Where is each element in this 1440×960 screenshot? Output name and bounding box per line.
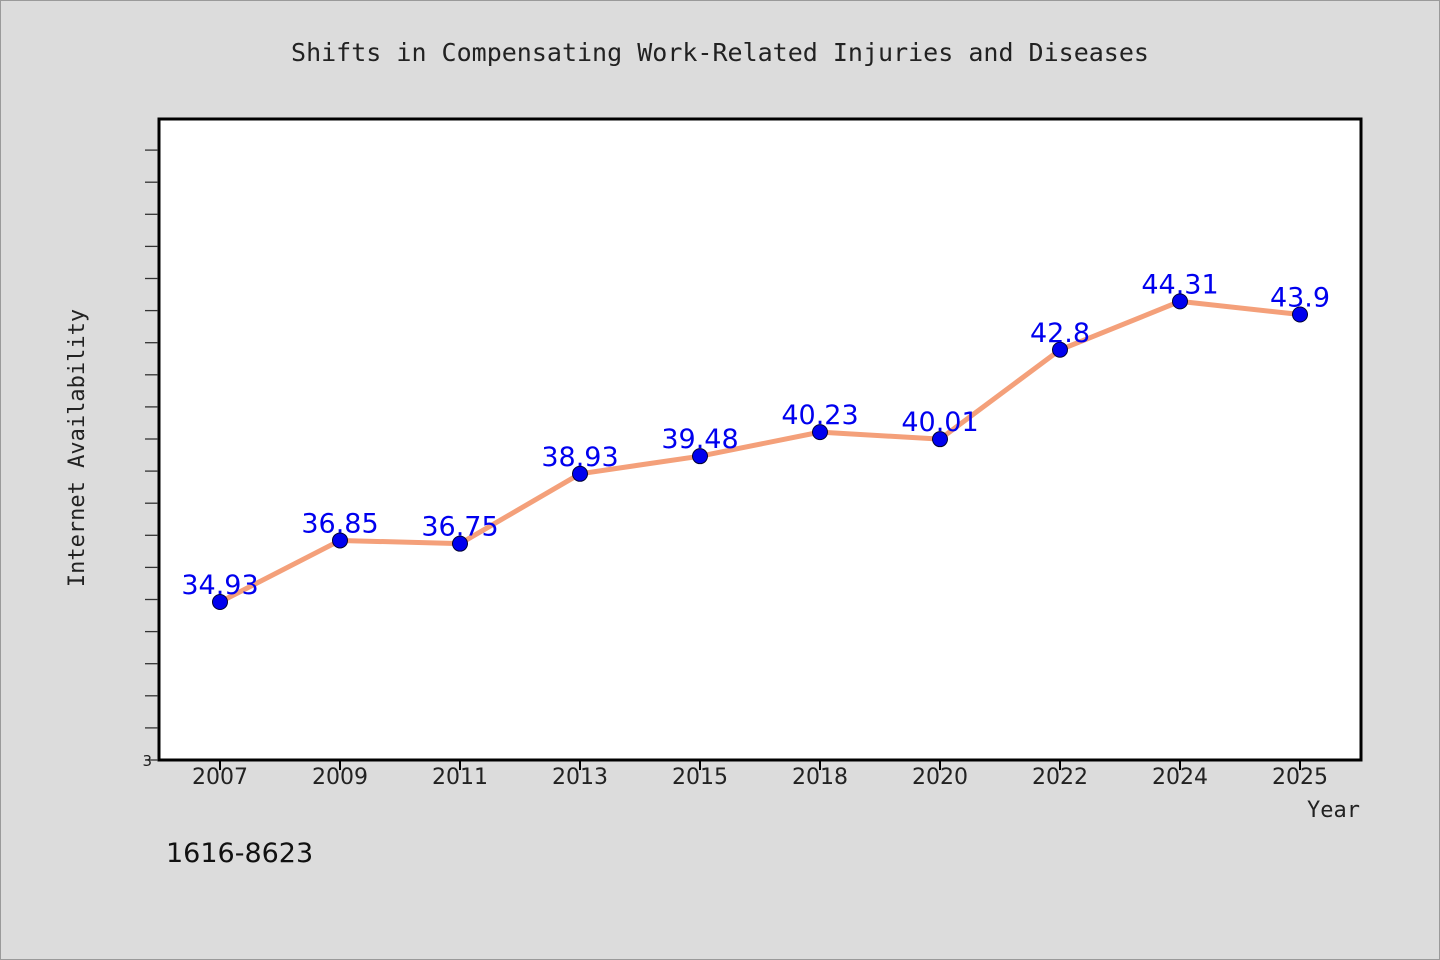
data-point (572, 465, 588, 482)
x-tick-label: 2025 (1272, 765, 1328, 790)
y-axis-label: Internet Availability (65, 309, 90, 587)
data-point (812, 424, 828, 441)
data-label: 38.93 (541, 442, 618, 473)
data-label: 34.93 (181, 570, 258, 601)
data-label: 44.31 (1141, 269, 1218, 300)
y-tick-label: 3 (142, 752, 152, 770)
data-label: 42.8 (1030, 318, 1090, 349)
x-tick-label: 2015 (672, 765, 728, 790)
x-tick-label: 2011 (432, 765, 488, 790)
y-axis-ticks (145, 149, 158, 761)
data-point (692, 448, 708, 465)
data-label: 39.48 (661, 424, 738, 455)
data-point (332, 532, 348, 549)
data-point (932, 431, 948, 448)
data-point (212, 593, 228, 610)
x-tick-label: 2013 (552, 765, 608, 790)
x-tick-label: 2018 (792, 765, 848, 790)
x-tick-label: 2022 (1032, 765, 1088, 790)
x-tick-label: 2024 (1152, 765, 1208, 790)
data-point (1292, 306, 1308, 323)
data-labels: 34.93 36.85 36.75 38.93 39.48 40.23 40.01 42.8 4… (181, 269, 1330, 601)
data-label: 36.85 (301, 508, 378, 539)
data-label: 43.9 (1270, 283, 1330, 314)
data-label: 36.75 (421, 512, 498, 543)
chart-title: Shifts in Compensating Work-Related Inju… (291, 38, 1149, 67)
x-axis-label: Year (1307, 798, 1360, 823)
data-point (452, 535, 468, 552)
x-tick-label: 2007 (192, 765, 248, 790)
x-axis-ticks: 2007 2009 2011 2013 2015 2018 2020 2022 2024 2025 (192, 760, 1328, 790)
plot-area (157, 117, 1363, 762)
x-tick-label: 2020 (912, 765, 968, 790)
data-point (1052, 341, 1068, 358)
footer-text: 1616-8623 (166, 838, 313, 869)
x-tick-label: 2009 (312, 765, 368, 790)
data-markers (212, 293, 1308, 610)
data-label: 40.23 (781, 400, 858, 431)
data-label: 40.01 (901, 407, 978, 438)
series-line (217, 298, 1303, 605)
data-point (1172, 293, 1188, 310)
